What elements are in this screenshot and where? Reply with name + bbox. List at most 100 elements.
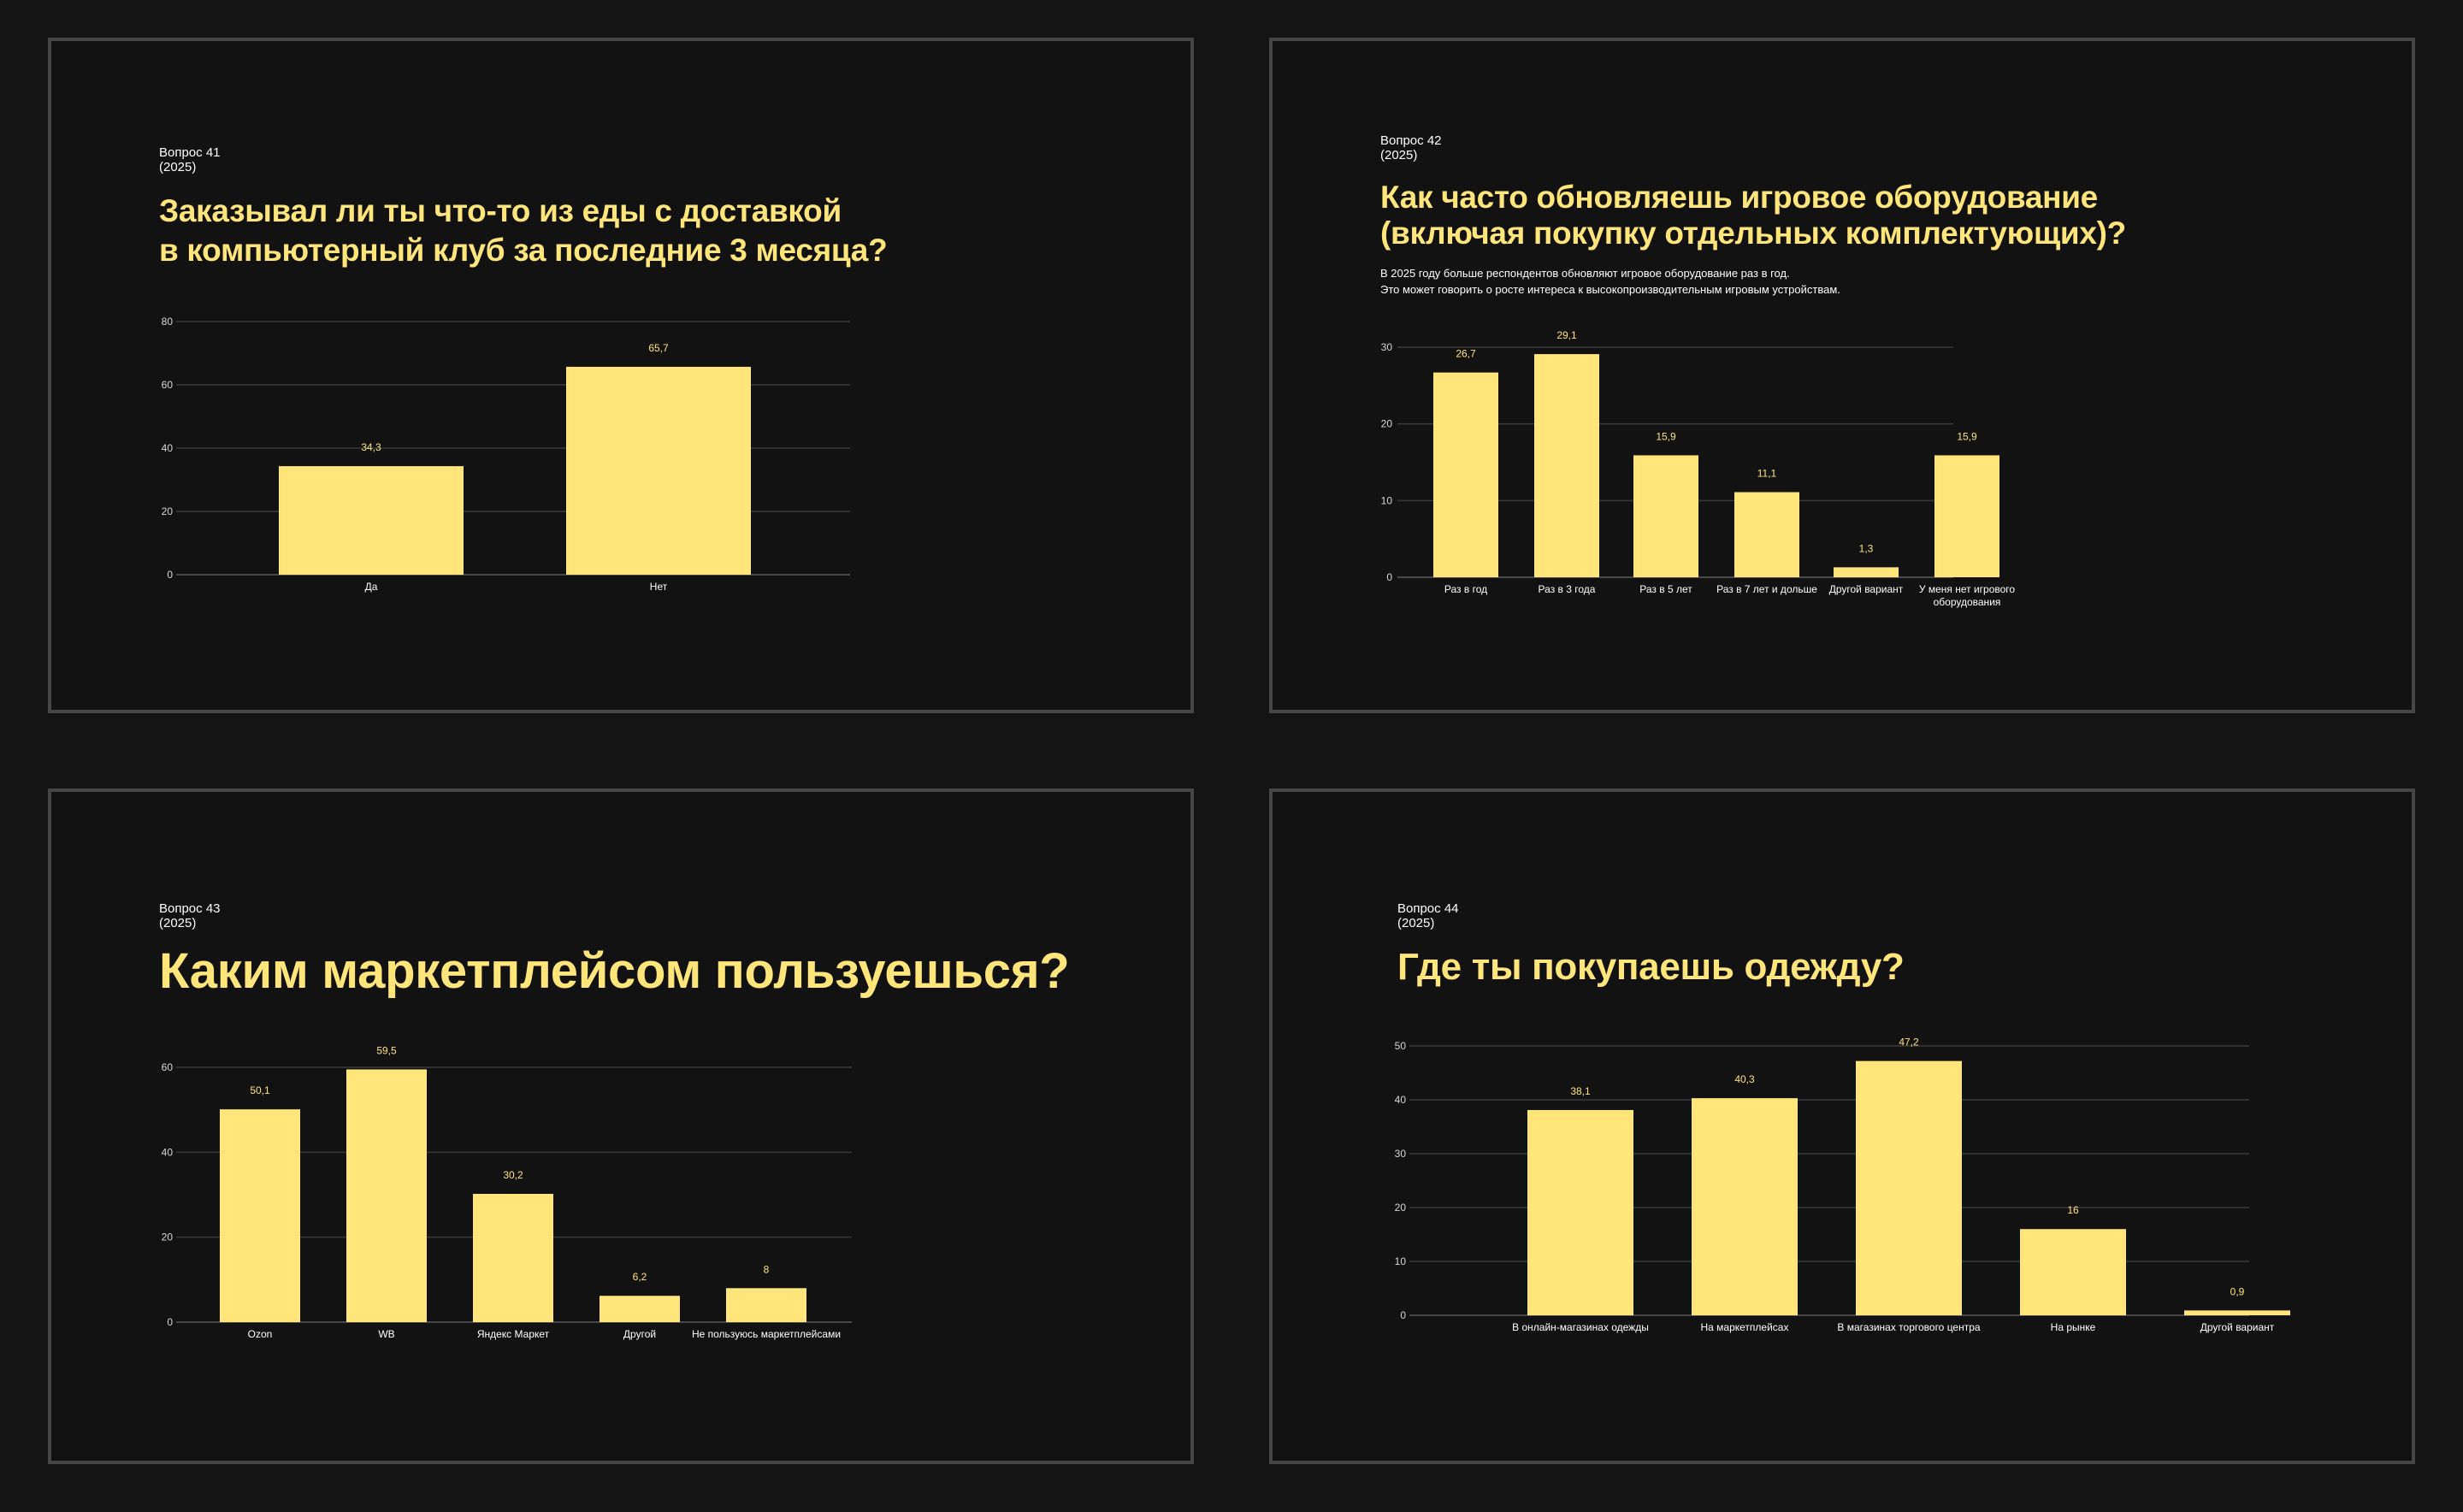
category-label: Яндекс Маркет	[477, 1328, 550, 1340]
slide-question-42: Вопрос 42 (2025) Как часто обновляешь иг…	[1269, 38, 2415, 713]
question-year: (2025)	[1397, 916, 1435, 930]
category-label: На рынке	[2051, 1321, 2096, 1333]
data-label: 65,7	[648, 342, 669, 354]
bar	[1834, 567, 1899, 577]
bar	[1734, 492, 1799, 577]
bar	[1856, 1060, 1962, 1315]
slide-title: Где ты покупаешь одежду?	[1397, 944, 1905, 990]
data-label: 30,2	[503, 1169, 523, 1181]
y-tick-label: 30	[1381, 341, 1393, 353]
question-year: (2025)	[1380, 148, 1418, 162]
slide-title: Каким маркетплейсом пользуешься?	[159, 942, 1070, 1001]
question-year: (2025)	[159, 916, 197, 930]
data-label: 16	[2067, 1204, 2079, 1216]
category-label: Нет	[650, 581, 668, 593]
data-label: 50,1	[250, 1084, 270, 1096]
data-label: 8	[764, 1263, 770, 1275]
y-tick-label: 40	[1395, 1094, 1407, 1106]
y-tick-label: 20	[1395, 1202, 1407, 1214]
bar	[279, 466, 464, 575]
data-label: 40,3	[1734, 1073, 1755, 1085]
subtitle-line: В 2025 году больше респондентов обновляю…	[1380, 267, 1790, 280]
y-tick-label: 60	[162, 379, 174, 391]
bar	[600, 1296, 680, 1322]
category-label: Раз в 5 лет	[1639, 583, 1692, 595]
data-label: 0,9	[2230, 1285, 2245, 1297]
y-tick-label: 0	[1386, 571, 1392, 583]
category-label: Раз в 7 лет и дольше	[1716, 583, 1817, 595]
y-tick-label: 10	[1395, 1255, 1407, 1267]
title-line: Заказывал ли ты что-то из еды с доставко…	[159, 193, 842, 228]
bar	[1692, 1098, 1798, 1315]
y-tick-label: 0	[167, 569, 173, 581]
data-label: 1,3	[1859, 542, 1874, 554]
data-label: 47,2	[1899, 1037, 1919, 1048]
data-label: 11,1	[1757, 467, 1777, 479]
bar	[1433, 372, 1498, 577]
y-tick-label: 80	[162, 316, 174, 328]
question-label: Вопрос 44	[1397, 901, 1459, 916]
category-label: Другой	[623, 1328, 656, 1340]
bar-chart: 0 10 20 30 40 50 38,1 В онлайн-магазинах одежды…	[1395, 1037, 2290, 1333]
bar	[1633, 455, 1698, 577]
y-tick-label: 20	[162, 1231, 174, 1243]
category-label: Да	[365, 581, 378, 593]
bar	[346, 1069, 427, 1322]
slide-subtitle: В 2025 году больше респондентов обновляю…	[1380, 265, 1840, 298]
y-tick-label: 50	[1395, 1040, 1407, 1052]
bar-chart: 0 20 40 60 80 34,3 Да 65,7 Нет	[162, 316, 850, 593]
question-label: Вопрос 43	[159, 901, 221, 916]
slide-title: Как часто обновляешь игровое оборудовани…	[1380, 180, 2126, 251]
y-tick-label: 0	[167, 1316, 173, 1328]
y-tick-label: 10	[1381, 494, 1393, 506]
question-number: Вопрос 42 (2025)	[1380, 133, 1442, 162]
data-label: 26,7	[1456, 348, 1476, 360]
bar-chart: 0 20 40 60 50,1 Ozon 59,5 WB 30,2 Яндекс Маркет 6,…	[162, 1044, 852, 1340]
bar	[1934, 455, 1999, 577]
category-label: В онлайн-магазинах одежды	[1512, 1321, 1649, 1333]
title-line: Каким маркетплейсом пользуешься?	[159, 943, 1070, 999]
question-number: Вопрос 41 (2025)	[159, 145, 221, 174]
bar	[473, 1194, 553, 1322]
bar-chart: 0 10 20 30 26,7 Раз в год 29,1 Раз в 3 года 15,9…	[1381, 329, 2016, 608]
bar	[566, 366, 751, 575]
slide-question-41: Вопрос 41 (2025) Заказывал ли ты что-то …	[48, 38, 1194, 713]
slide-question-43: Вопрос 43 (2025) Каким маркетплейсом пол…	[48, 788, 1194, 1464]
bar	[2020, 1229, 2126, 1315]
data-label: 38,1	[1570, 1085, 1591, 1097]
y-tick-label: 0	[1400, 1309, 1406, 1321]
bar	[2184, 1310, 2290, 1315]
subtitle-line: Это может говорить о росте интереса к вы…	[1380, 283, 1840, 296]
title-line: в компьютерный клуб за последние 3 месяц…	[159, 233, 888, 268]
y-tick-label: 20	[1381, 418, 1393, 430]
data-label: 29,1	[1556, 329, 1577, 341]
category-label: оборудования	[1934, 596, 2001, 608]
data-label: 34,3	[361, 441, 381, 453]
category-label: Не пользуюсь маркетплейсами	[692, 1328, 841, 1340]
category-label: Раз в 3 года	[1539, 583, 1596, 595]
bar	[220, 1109, 300, 1322]
data-label: 6,2	[633, 1271, 647, 1283]
title-line: Где ты покупаешь одежду?	[1397, 946, 1905, 988]
category-label: На маркетплейсах	[1701, 1321, 1789, 1333]
title-line: (включая покупку отдельных комплектующих…	[1380, 216, 2126, 251]
data-label: 15,9	[1656, 430, 1676, 442]
y-tick-label: 20	[162, 505, 174, 517]
category-label: У меня нет игрового	[1919, 583, 2016, 595]
question-label: Вопрос 41	[159, 145, 221, 160]
category-label: WB	[378, 1328, 394, 1340]
category-label: Другой вариант	[2200, 1321, 2275, 1333]
question-number: Вопрос 44 (2025)	[1397, 901, 1459, 930]
question-number: Вопрос 43 (2025)	[159, 901, 221, 930]
data-label: 59,5	[376, 1044, 397, 1056]
category-label: Ozon	[248, 1328, 273, 1340]
slide-title: Заказывал ли ты что-то из еды с доставко…	[159, 192, 888, 270]
category-label: В магазинах торгового центра	[1837, 1321, 1980, 1333]
category-label: Раз в год	[1444, 583, 1487, 595]
y-tick-label: 40	[162, 1146, 174, 1158]
y-tick-label: 60	[162, 1061, 174, 1073]
y-tick-label: 30	[1395, 1148, 1407, 1160]
bar	[1534, 354, 1599, 577]
slide-question-44: Вопрос 44 (2025) Где ты покупаешь одежду…	[1269, 788, 2415, 1464]
bar	[726, 1288, 806, 1322]
